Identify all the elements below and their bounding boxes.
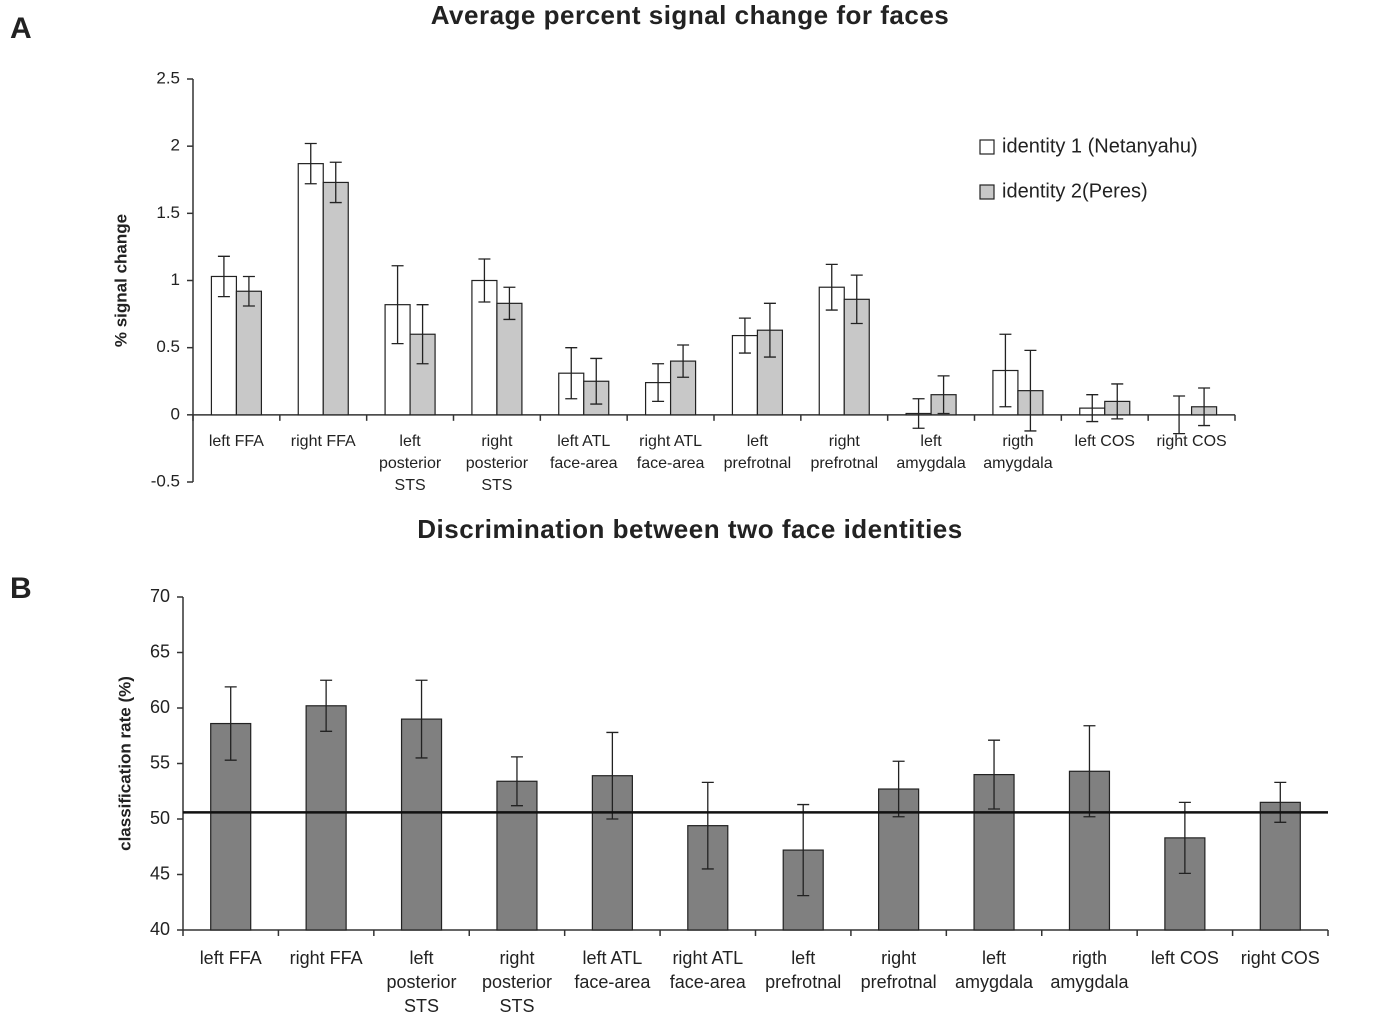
error-bar	[217, 255, 230, 298]
y-axis-label: classification rate (%)	[115, 676, 134, 851]
error-bar	[892, 760, 905, 818]
error-bar	[738, 317, 751, 354]
x-tick-label: left FFA	[200, 948, 262, 968]
x-tick-label: right posterior STS	[482, 948, 552, 1014]
y-axis-label: % signal change	[111, 214, 130, 347]
error-bar	[652, 363, 665, 403]
y-tick-label: -0.5	[151, 471, 180, 490]
chart-title: Discrimination between two face identiti…	[417, 514, 962, 544]
bar	[210, 275, 238, 416]
x-tick-label: left posterior STS	[387, 948, 457, 1014]
error-bar	[478, 258, 491, 303]
error-bar	[416, 304, 429, 365]
error-bar	[329, 161, 342, 204]
y-tick-label: 45	[150, 863, 170, 883]
y-tick-label: 40	[150, 919, 170, 939]
error-bar	[510, 756, 523, 807]
y-tick-label: 50	[150, 808, 170, 828]
legend-label: identity 2(Peres)	[1002, 180, 1148, 202]
x-tick-label: left prefrotnal	[765, 948, 841, 992]
bar	[687, 825, 729, 931]
legend-swatch	[979, 184, 995, 200]
x-tick-label: right COS	[1156, 433, 1226, 450]
x-tick-label: right prefrotnal	[861, 948, 937, 992]
error-bar	[937, 375, 950, 415]
error-bar	[224, 686, 237, 761]
error-bar	[825, 263, 838, 311]
error-bar	[999, 333, 1012, 408]
y-tick-label: 1	[171, 270, 180, 289]
x-tick-label: right ATL face-area	[637, 433, 705, 472]
x-tick-label: right prefrotnal	[810, 433, 878, 472]
error-bar	[391, 265, 404, 345]
x-tick-label: left ATL face-area	[574, 948, 651, 992]
error-bar	[1274, 781, 1287, 823]
x-tick-label: right FFA	[290, 948, 363, 968]
error-bar	[606, 731, 619, 820]
y-tick-label: 2	[171, 136, 180, 155]
panel-label: B	[10, 572, 32, 605]
chart-title: Average percent signal change for faces	[431, 0, 950, 30]
x-tick-label: left prefrotnal	[724, 433, 792, 472]
x-tick-label: rigth amygdala	[1050, 948, 1129, 992]
x-tick-label: left ATL face-area	[550, 433, 618, 472]
y-tick-label: 60	[150, 697, 170, 717]
error-bar	[242, 275, 255, 307]
y-tick-label: 55	[150, 752, 170, 772]
x-tick-label: right posterior STS	[466, 433, 529, 494]
y-tick-label: 0	[171, 404, 180, 423]
error-bar	[677, 344, 690, 378]
x-tick-label: left posterior STS	[379, 433, 442, 494]
legend-swatch	[979, 139, 995, 155]
x-tick-label: right ATL face-area	[670, 948, 747, 992]
error-bar	[1173, 395, 1186, 435]
x-tick-label: right FFA	[291, 433, 356, 450]
error-bar	[1086, 394, 1099, 423]
bar	[235, 290, 263, 416]
error-bar	[565, 347, 578, 400]
error-bar	[503, 286, 516, 321]
y-tick-label: 0.5	[156, 337, 180, 356]
bar	[297, 163, 324, 416]
y-tick-label: 70	[150, 586, 170, 606]
bar	[471, 279, 498, 416]
legend-label: identity 1 (Netanyahu)	[1002, 135, 1198, 157]
error-bar	[590, 357, 603, 405]
error-bar	[320, 679, 333, 732]
x-tick-label: left amygdala	[955, 948, 1034, 992]
bar	[322, 181, 349, 416]
y-tick-label: 65	[150, 641, 170, 661]
y-tick-label: 2.5	[156, 68, 180, 87]
error-bar	[797, 803, 810, 897]
x-tick-label: left amygdala	[896, 433, 965, 472]
x-tick-label: left FFA	[209, 433, 264, 450]
error-bar	[1111, 383, 1124, 420]
x-tick-label: left COS	[1151, 948, 1219, 968]
error-bar	[912, 398, 925, 429]
x-tick-label: rigth amygdala	[983, 433, 1052, 472]
error-bar	[701, 781, 714, 870]
error-bar	[415, 679, 428, 759]
error-bar	[1083, 725, 1096, 818]
error-bar	[1198, 387, 1211, 427]
error-bar	[1024, 349, 1037, 432]
error-bar	[1178, 801, 1191, 875]
bar	[305, 705, 347, 931]
error-bar	[850, 274, 863, 325]
error-bar	[988, 739, 1001, 810]
panel-label: A	[10, 12, 32, 45]
x-tick-label: left COS	[1075, 433, 1135, 450]
y-tick-label: 1.5	[156, 203, 180, 222]
error-bar	[763, 302, 776, 358]
x-tick-label: right COS	[1241, 948, 1320, 968]
error-bar	[304, 142, 317, 185]
